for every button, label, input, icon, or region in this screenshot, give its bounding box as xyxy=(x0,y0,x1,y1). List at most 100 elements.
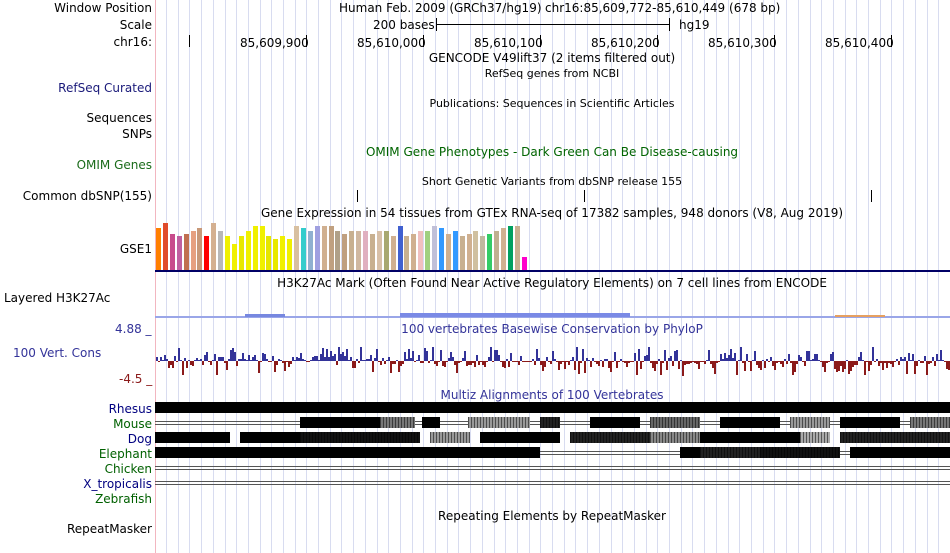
h3k27-track-title[interactable]: H3K27Ac Mark (Often Found Near Active Re… xyxy=(277,276,827,290)
dbsnp-track-title[interactable]: Short Genetic Variants from dbSNP releas… xyxy=(421,175,683,188)
grid-guide-line xyxy=(236,0,237,553)
gtex-tissue-bar[interactable] xyxy=(507,225,513,270)
sequences-track-label[interactable]: Sequences xyxy=(86,111,152,125)
h3k27-track-label[interactable]: Layered H3K27Ac xyxy=(4,291,111,305)
species-label-x-tropicalis[interactable]: X_tropicalis xyxy=(83,477,152,491)
gtex-tissue-bar[interactable] xyxy=(445,233,451,270)
gtex-tissue-bar[interactable] xyxy=(321,225,327,270)
gtex-tissue-bar[interactable] xyxy=(197,228,203,270)
omim-track-label[interactable]: OMIM Genes xyxy=(76,158,152,172)
gtex-track-label[interactable]: GSE1 xyxy=(119,242,152,256)
gtex-tissue-bar[interactable] xyxy=(156,228,161,270)
gtex-track-title[interactable]: Gene Expression in 54 tissues from GTEx … xyxy=(260,206,844,220)
gtex-tissue-bar[interactable] xyxy=(514,225,520,270)
cons-track-title[interactable]: 100 vertebrates Basewise Conservation by… xyxy=(401,322,703,336)
gtex-tissue-bar[interactable] xyxy=(473,231,479,270)
gtex-tissue-bar[interactable] xyxy=(342,233,348,270)
ruler-tick xyxy=(774,35,775,47)
conservation-bar xyxy=(202,361,204,365)
gtex-tissue-bar[interactable] xyxy=(376,231,382,270)
snp-marker[interactable] xyxy=(357,190,358,202)
gtex-tissue-bar[interactable] xyxy=(335,231,341,270)
gtex-tissue-bar[interactable] xyxy=(273,238,279,270)
gtex-tissue-bar[interactable] xyxy=(266,236,272,270)
gtex-tissue-bar[interactable] xyxy=(349,231,355,270)
species-label-zebrafish[interactable]: Zebrafish xyxy=(95,492,152,506)
gtex-tissue-bar[interactable] xyxy=(411,233,417,270)
gencode-track-title[interactable]: GENCODE V49lift37 (2 items filtered out) xyxy=(428,51,676,65)
gtex-tissue-bar[interactable] xyxy=(300,228,306,270)
ruler-tick-label: 85,610,200 xyxy=(591,36,660,50)
gtex-tissue-bar[interactable] xyxy=(190,231,196,270)
gtex-tissue-bar[interactable] xyxy=(231,244,237,270)
gtex-tissue-bar[interactable] xyxy=(383,231,389,270)
species-label-chicken[interactable]: Chicken xyxy=(104,462,152,476)
multiz-track-title[interactable]: Multiz Alignments of 100 Vertebrates xyxy=(440,388,664,402)
grid-guide-line xyxy=(552,0,553,553)
gtex-tissue-bar[interactable] xyxy=(328,225,334,270)
conservation-bar xyxy=(222,357,224,361)
gtex-tissue-bar[interactable] xyxy=(438,228,444,270)
gtex-tissue-bar[interactable] xyxy=(452,231,458,270)
gtex-tissue-bar[interactable] xyxy=(314,225,320,270)
gtex-tissue-bar[interactable] xyxy=(245,231,251,270)
gtex-tissue-bar[interactable] xyxy=(459,236,465,270)
gtex-tissue-bar[interactable] xyxy=(390,236,396,270)
gtex-tissue-bar[interactable] xyxy=(287,238,293,270)
publications-track-title[interactable]: Publications: Sequences in Scientific Ar… xyxy=(429,97,675,110)
conservation-bar xyxy=(510,353,512,361)
snps-track-label[interactable]: SNPs xyxy=(122,127,152,141)
gtex-tissue-bar[interactable] xyxy=(238,236,244,270)
gtex-tissue-bar[interactable] xyxy=(204,236,210,270)
gtex-tissue-bar[interactable] xyxy=(294,225,299,270)
gtex-tissue-bar[interactable] xyxy=(432,225,437,270)
omim-track-title[interactable]: OMIM Gene Phenotypes - Dark Green Can Be… xyxy=(365,145,739,159)
gtex-tissue-bar[interactable] xyxy=(176,236,182,270)
gtex-tissue-bar[interactable] xyxy=(369,233,375,270)
gtex-tissue-bar[interactable] xyxy=(169,233,175,270)
conservation-bar xyxy=(494,350,496,361)
gtex-tissue-bar[interactable] xyxy=(466,233,472,270)
species-label-mouse[interactable]: Mouse xyxy=(113,417,152,431)
gtex-tissue-bar[interactable] xyxy=(183,233,189,270)
species-label-elephant[interactable]: Elephant xyxy=(98,447,152,461)
gtex-tissue-bar[interactable] xyxy=(218,231,224,270)
repeat-track-label[interactable]: RepeatMasker xyxy=(66,522,152,536)
gtex-tissue-bar[interactable] xyxy=(363,231,368,270)
gtex-tissue-bar[interactable] xyxy=(404,236,410,270)
gtex-tissue-bar[interactable] xyxy=(521,257,527,270)
conservation-bar xyxy=(584,361,586,373)
gtex-tissue-bar[interactable] xyxy=(280,236,286,270)
conservation-bar xyxy=(564,361,566,369)
gtex-tissue-bar[interactable] xyxy=(494,231,500,270)
conservation-bar xyxy=(944,361,946,362)
gtex-tissue-bar[interactable] xyxy=(418,231,424,270)
refseq-track-label[interactable]: RefSeq Curated xyxy=(58,81,152,95)
gtex-tissue-bar[interactable] xyxy=(252,225,258,270)
species-label-dog[interactable]: Dog xyxy=(127,432,152,446)
gtex-tissue-bar[interactable] xyxy=(397,225,403,270)
gtex-tissue-bar[interactable] xyxy=(487,233,493,270)
gtex-tissue-bar[interactable] xyxy=(307,231,313,270)
gtex-tissue-bar[interactable] xyxy=(211,223,217,270)
dbsnp-track-label[interactable]: Common dbSNP(155) xyxy=(22,189,152,203)
conservation-bar xyxy=(764,361,766,368)
gtex-tissue-bar[interactable] xyxy=(480,236,486,270)
refseq-track-title[interactable]: RefSeq genes from NCBI xyxy=(484,67,620,80)
snp-marker[interactable] xyxy=(871,190,872,202)
gtex-tissue-bar[interactable] xyxy=(501,228,506,270)
snp-marker[interactable] xyxy=(584,190,585,202)
repeat-track-title[interactable]: Repeating Elements by RepeatMasker xyxy=(438,509,666,523)
cons-track-label[interactable]: 100 Vert. Cons xyxy=(13,346,102,360)
conservation-bar xyxy=(918,360,920,361)
grid-guide-line xyxy=(833,0,834,553)
gtex-tissue-bar[interactable] xyxy=(425,231,431,270)
alignment-block xyxy=(910,417,950,428)
gtex-tissue-bar[interactable] xyxy=(356,231,362,270)
gtex-tissue-bar[interactable] xyxy=(225,236,230,270)
gtex-tissue-bar[interactable] xyxy=(259,225,265,270)
species-label-rhesus[interactable]: Rhesus xyxy=(108,402,152,416)
gtex-tissue-bar[interactable] xyxy=(162,223,168,270)
build-text: hg19 xyxy=(679,18,710,32)
